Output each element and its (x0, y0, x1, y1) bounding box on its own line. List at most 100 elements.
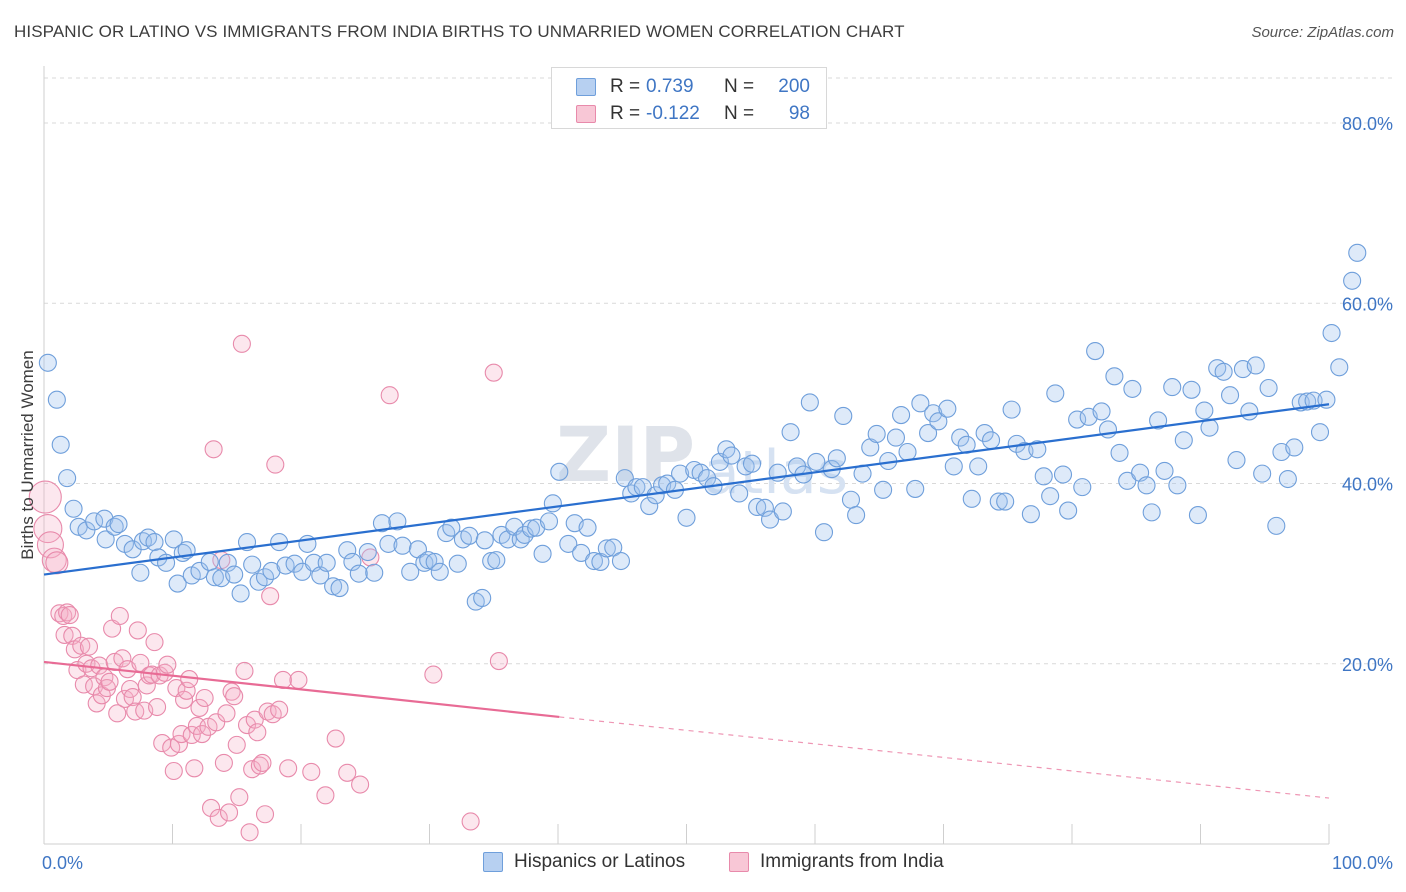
legend-r-label: R = (610, 76, 641, 97)
data-point-hispanic (1330, 358, 1349, 377)
data-point-hispanic (243, 555, 262, 574)
data-point-india (45, 551, 69, 575)
data-point-india (128, 621, 147, 640)
data-point-india (123, 688, 142, 707)
data-point-india (253, 753, 272, 772)
data-point-hispanic (1155, 461, 1174, 480)
legend-n-value: 98 (788, 103, 810, 124)
trend-lines (43, 403, 1330, 799)
data-point-india (380, 386, 399, 405)
data-point-hispanic (317, 553, 336, 572)
legend-swatch-pink (576, 105, 596, 123)
data-point-hispanic (1092, 402, 1111, 421)
data-point-hispanic (338, 541, 357, 560)
trend-line-india-extension (559, 716, 1330, 799)
data-point-hispanic (578, 518, 597, 537)
data-point-hispanic (1221, 386, 1240, 405)
data-point-hispanic (1073, 478, 1092, 497)
data-point-india (232, 334, 251, 353)
data-point-india (209, 808, 228, 827)
data-point-hispanic (572, 543, 591, 562)
data-point-india (190, 698, 209, 717)
data-point-india (204, 440, 223, 459)
data-point-hispanic (906, 479, 925, 498)
data-point-hispanic (482, 551, 501, 571)
axes (43, 66, 1330, 845)
data-point-india (158, 655, 177, 674)
legend-label-india: Immigrants from India (760, 851, 944, 872)
data-point-hispanic (425, 552, 444, 571)
data-point-hispanic (343, 552, 362, 571)
data-point-india (108, 704, 127, 723)
data-point-india (351, 775, 370, 794)
data-point-hispanic (96, 530, 115, 549)
data-point-india (219, 803, 239, 822)
legend-item-hispanics: Hispanics or Latinos (483, 851, 685, 873)
data-point-india (302, 762, 321, 781)
data-point-hispanic (85, 512, 104, 531)
data-point-hispanic (1253, 464, 1272, 483)
data-point-india (100, 672, 119, 691)
data-point-hispanic (867, 424, 886, 444)
data-point-hispanic (349, 564, 368, 583)
data-point-hispanic (365, 563, 384, 582)
data-point-hispanic (938, 399, 957, 418)
data-point-hispanic (388, 512, 407, 531)
data-point-india (58, 603, 77, 622)
data-point-hispanic (807, 452, 826, 471)
data-point-hispanic (1285, 438, 1304, 457)
data-point-india (338, 763, 357, 782)
data-point-hispanic (1168, 476, 1187, 495)
data-point-hispanic (1123, 379, 1142, 398)
data-point-hispanic (996, 492, 1015, 511)
data-point-hispanic (168, 574, 187, 593)
data-point-hispanic (929, 412, 948, 431)
data-point-hispanic (874, 480, 893, 499)
data-point-india (72, 636, 91, 655)
data-point-hispanic (597, 539, 616, 558)
data-point-india (225, 687, 244, 706)
data-point-hispanic (58, 469, 77, 488)
legend-item-india: Immigrants from India (729, 851, 944, 873)
data-point-hispanic (975, 424, 994, 443)
legend-label-hispanics: Hispanics or Latinos (514, 851, 686, 872)
data-point-hispanic (834, 406, 853, 425)
data-point-india (148, 697, 167, 717)
legend-swatch-india (729, 852, 749, 872)
data-point-hispanic (145, 533, 164, 552)
legend-r-value: 0.739 (646, 76, 694, 97)
data-point-india (258, 702, 277, 721)
data-point-india (240, 823, 259, 842)
data-point-hispanic (911, 394, 930, 413)
legend-swatch-hispanics (483, 852, 503, 872)
data-point-india (326, 729, 345, 748)
data-point-hispanic (1240, 402, 1259, 421)
data-point-hispanic (800, 393, 819, 412)
watermark: ZIP atlas (556, 410, 848, 508)
gridlines (44, 77, 1392, 665)
data-point-india (60, 606, 79, 625)
data-point-hispanic (164, 530, 183, 549)
data-point-hispanic (1118, 471, 1137, 490)
data-point-india (248, 723, 267, 742)
data-point-india (28, 480, 62, 514)
chart-source: Source: ZipAtlas.com (1251, 24, 1394, 41)
data-point-hispanic (1163, 378, 1182, 397)
data-point-hispanic (1053, 465, 1073, 484)
data-point-india (115, 689, 135, 708)
data-point-hispanic (1041, 487, 1060, 506)
data-point-hispanic (781, 423, 800, 442)
data-point-hispanic (64, 499, 83, 518)
data-point-india (145, 633, 164, 652)
series-hispanics-or-latinos (38, 243, 1367, 611)
data-point-hispanic (38, 353, 57, 372)
series-immigrants-from-india (28, 334, 508, 842)
data-point-hispanic (671, 464, 690, 483)
legend-r-label: R = (610, 103, 641, 124)
legend-r-value: -0.122 (646, 103, 700, 124)
data-point-hispanic (430, 562, 449, 581)
data-point-hispanic (919, 424, 938, 443)
data-point-hispanic (1105, 367, 1124, 386)
data-point-hispanic (1046, 384, 1065, 403)
data-point-india (214, 753, 233, 772)
